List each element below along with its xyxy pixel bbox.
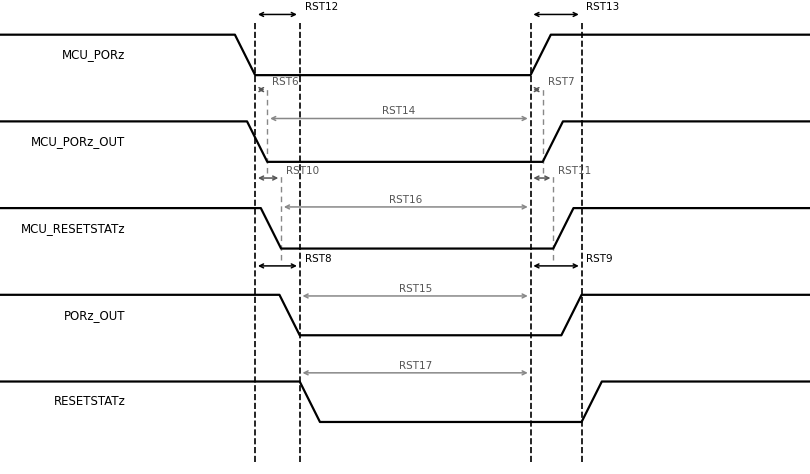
Text: RST8: RST8 — [305, 254, 331, 264]
Text: RST14: RST14 — [382, 106, 416, 116]
Text: PORz_OUT: PORz_OUT — [64, 309, 126, 321]
Text: RST13: RST13 — [586, 2, 620, 12]
Text: MCU_RESETSTATz: MCU_RESETSTATz — [21, 222, 126, 235]
Text: RST9: RST9 — [586, 254, 613, 264]
Text: RST7: RST7 — [548, 77, 574, 87]
Text: RST17: RST17 — [399, 361, 432, 371]
Text: MCU_PORz: MCU_PORz — [62, 48, 126, 62]
Text: RST15: RST15 — [399, 283, 432, 294]
Text: RST11: RST11 — [558, 166, 591, 176]
Text: RESETSTATz: RESETSTATz — [53, 395, 126, 408]
Text: MCU_PORz_OUT: MCU_PORz_OUT — [32, 135, 126, 148]
Text: RST12: RST12 — [305, 2, 338, 12]
Text: RST10: RST10 — [286, 166, 319, 176]
Text: RST16: RST16 — [389, 195, 423, 205]
Text: RST6: RST6 — [272, 77, 299, 87]
